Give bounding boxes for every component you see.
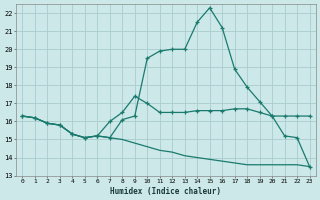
X-axis label: Humidex (Indice chaleur): Humidex (Indice chaleur): [110, 187, 221, 196]
